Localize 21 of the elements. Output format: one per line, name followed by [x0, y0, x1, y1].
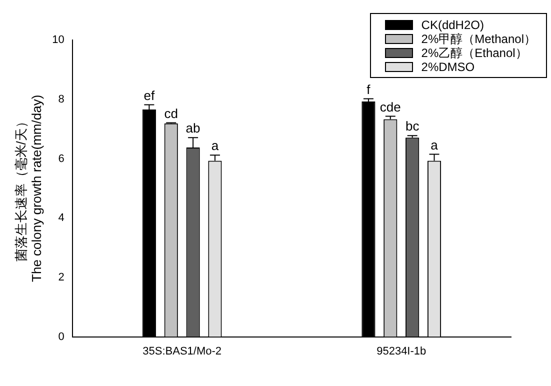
- y-tick-label: 2: [58, 271, 64, 284]
- y-tick-label: 10: [52, 34, 64, 46]
- legend-label: 2%DMSO: [421, 60, 475, 74]
- y-tick-label: 6: [58, 152, 64, 165]
- y-axis-title: 菌落生长速率（毫米/天） The colony growth rate(mm/day): [13, 94, 44, 282]
- data-label: a: [430, 137, 439, 152]
- x-tick-label: 35S:BAS1/Mo-2: [142, 345, 222, 358]
- data-label: f: [366, 82, 371, 97]
- data-label: ab: [186, 120, 200, 136]
- y-tick-label: 0: [58, 330, 64, 343]
- data-label: bc: [405, 118, 420, 134]
- data-label: cd: [164, 106, 178, 121]
- x-tick-label: 95234I-1b: [376, 345, 426, 358]
- data-label: a: [211, 138, 220, 154]
- data-label: cde: [380, 99, 401, 114]
- y-tick-label: 8: [58, 93, 64, 106]
- legend-label: CK(ddH2O): [421, 18, 484, 32]
- legend-label: 2%甲醇（Methanol）: [421, 32, 536, 46]
- legend-label: 2%乙醇（Ethanol）: [421, 46, 528, 60]
- y-tick-label: 4: [58, 212, 64, 224]
- data-label: ef: [144, 88, 155, 103]
